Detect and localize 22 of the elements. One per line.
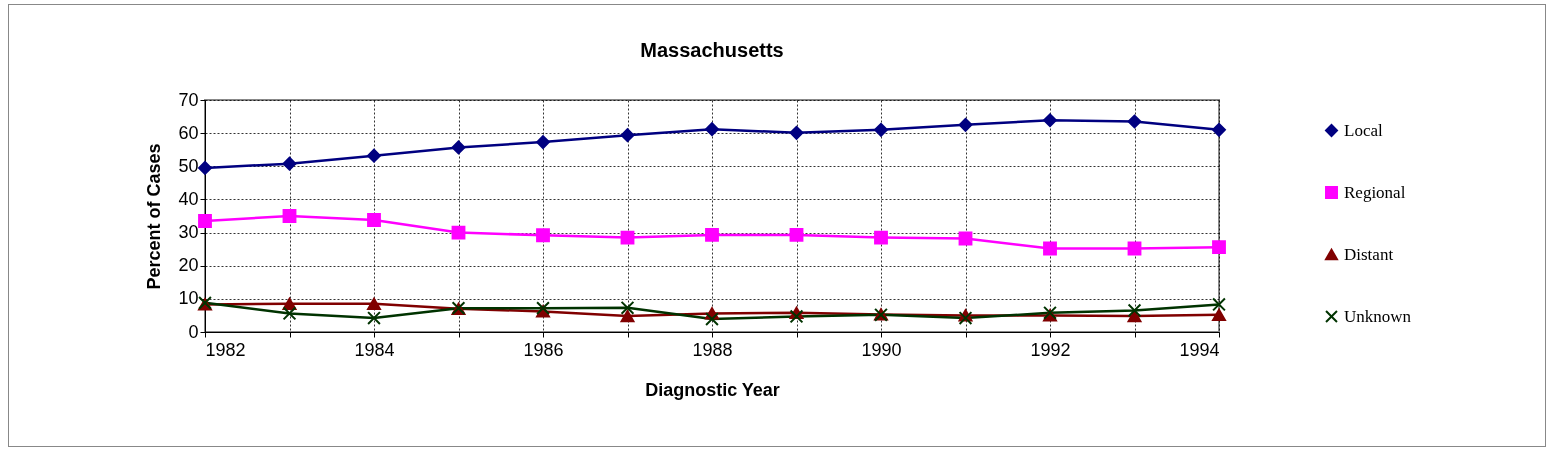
legend-label: Unknown [1344, 306, 1412, 326]
x-axis-title: Diagnostic Year [645, 379, 780, 400]
x-tick-label: 1990 [861, 339, 902, 360]
x-tick-label: 1992 [1030, 339, 1071, 360]
y-tick-label: 30 [178, 222, 199, 243]
x-tick-label: 1986 [523, 339, 564, 360]
y-tick-label: 0 [188, 321, 199, 342]
legend-label: Distant [1344, 244, 1394, 264]
x-tick-label: 1982 [205, 339, 246, 360]
y-tick-label: 50 [178, 155, 199, 176]
y-tick-label: 40 [178, 188, 199, 209]
y-axis-title: Percent of Cases [144, 143, 165, 290]
x-tick-label: 1988 [692, 339, 733, 360]
legend-label: Local [1344, 120, 1383, 140]
y-tick-label: 20 [178, 255, 199, 276]
y-tick-label: 70 [178, 89, 199, 110]
y-tick-label: 60 [178, 122, 199, 143]
chart-title: Massachusetts [640, 39, 784, 61]
x-tick-label: 1984 [354, 339, 395, 360]
x-tick-label: 1994 [1179, 339, 1220, 360]
y-tick-label: 10 [178, 288, 199, 309]
legend-label: Regional [1344, 182, 1406, 202]
